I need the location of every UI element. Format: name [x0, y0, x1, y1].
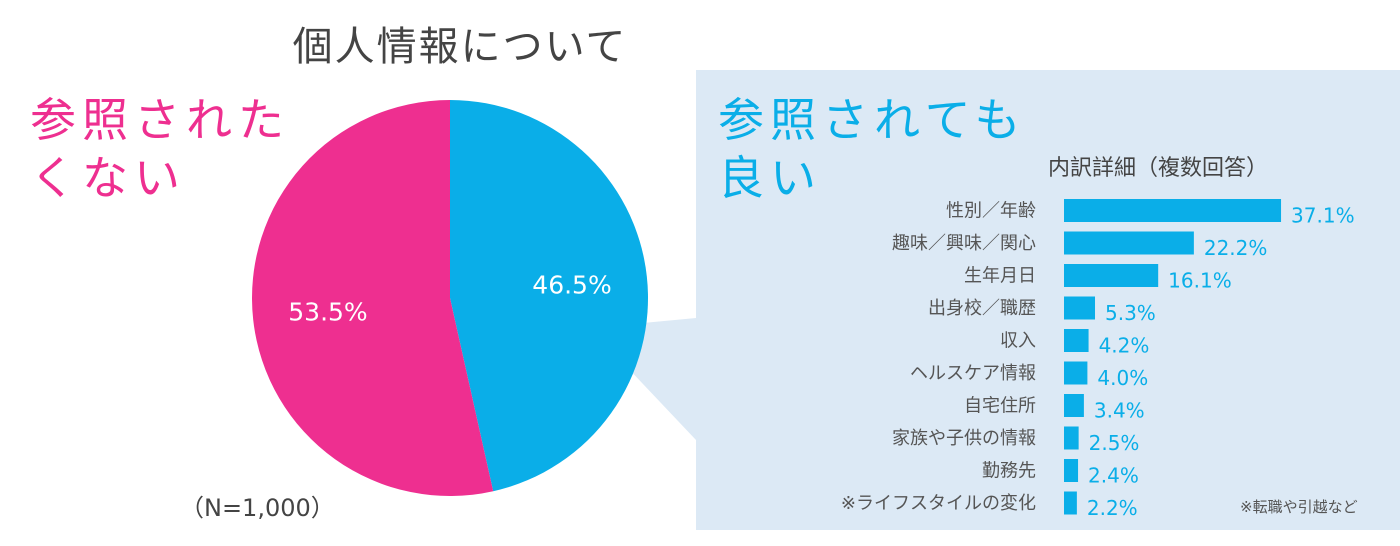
bar — [1064, 394, 1084, 417]
bar — [1064, 361, 1088, 385]
bar — [1064, 459, 1079, 482]
bar-value-label: 2.5% — [1089, 431, 1140, 455]
bar-category-label: 勤務先 — [982, 461, 1036, 482]
bar — [1064, 426, 1079, 450]
bar-value-label: 37.1% — [1291, 204, 1355, 228]
sample-size-label: （N=1,000） — [180, 494, 335, 522]
bar-value-label: 16.1% — [1168, 269, 1232, 293]
pie-slice — [252, 100, 494, 496]
bar-category-label: 性別／年齢 — [946, 201, 1036, 222]
pie-slice — [450, 100, 649, 492]
not-ok-label-line1: 参照された — [30, 93, 290, 147]
bar-value-label: 5.3% — [1105, 301, 1156, 325]
not-ok-label-line2: くない — [30, 151, 186, 205]
bar-value-label: 3.4% — [1094, 399, 1145, 423]
breakdown-panel — [696, 70, 1400, 530]
bar-category-label: 家族や子供の情報 — [892, 428, 1036, 449]
bar-category-label: ※ライフスタイルの変化 — [841, 493, 1036, 514]
bar — [1064, 491, 1077, 515]
pie-chart: 46.5% 53.5% — [252, 100, 649, 496]
bar — [1064, 329, 1089, 352]
bar-value-label: 2.2% — [1087, 496, 1138, 520]
breakdown-title: 内訳詳細（複数回答） — [1048, 156, 1269, 181]
bar-category-label: 趣味／興味／関心 — [892, 233, 1036, 254]
footnote: ※転職や引越など — [1240, 498, 1358, 516]
bar-chart: 性別／年齢 37.1% 趣味／興味／関心 22.2% 生年月日 16.1% 出身校／職歴 5.… — [841, 199, 1355, 520]
bar-category-label: 生年月日 — [964, 266, 1036, 287]
bar-category-label: 出身校／職歴 — [928, 298, 1036, 319]
ok-label-line1: 参照されても — [718, 93, 1027, 147]
ok-label-line2: 良い — [718, 151, 822, 205]
bar-value-label: 22.2% — [1204, 236, 1268, 260]
bar-value-label: 4.0% — [1097, 366, 1148, 390]
chart-title: 個人情報について — [292, 24, 628, 70]
bar — [1064, 199, 1282, 222]
bar-category-label: 収入 — [1000, 331, 1036, 352]
bar-category-label: 自宅住所 — [964, 396, 1036, 417]
bar-category-label: ヘルスケア情報 — [910, 363, 1036, 384]
bar-value-label: 4.2% — [1099, 334, 1150, 358]
bar-value-label: 2.4% — [1088, 464, 1139, 488]
bar — [1064, 264, 1159, 287]
bar — [1064, 296, 1096, 320]
bar — [1064, 231, 1194, 255]
pie-slice-label: 46.5% — [532, 271, 611, 300]
pie-slice-label: 53.5% — [288, 297, 367, 326]
